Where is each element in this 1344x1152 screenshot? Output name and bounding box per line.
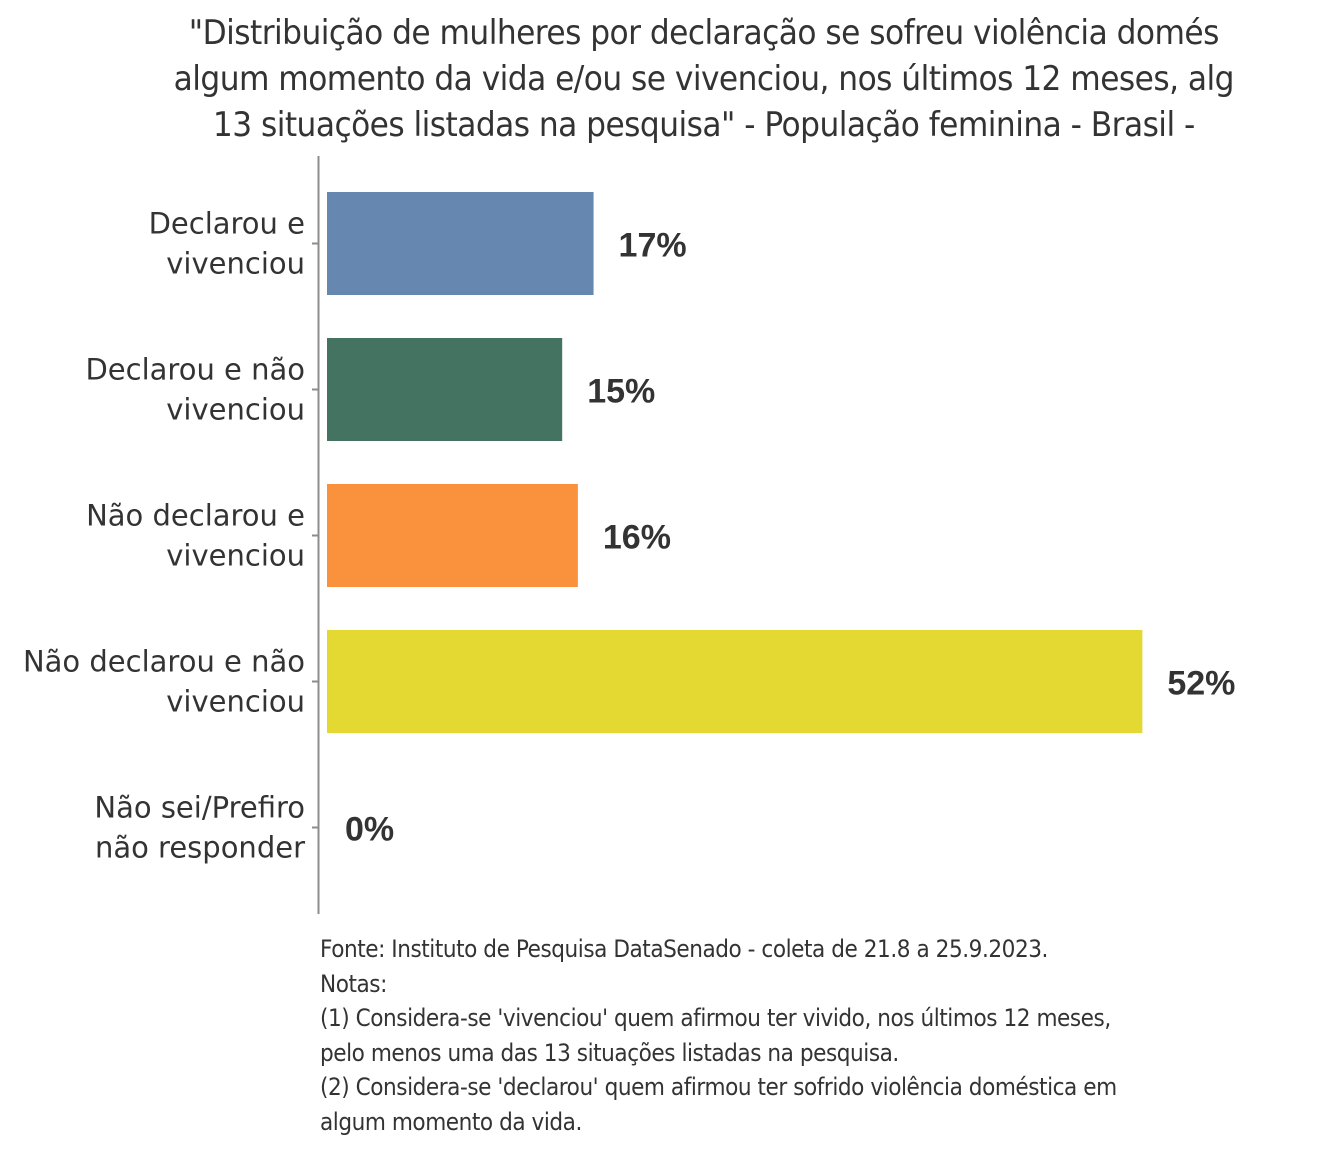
- value-label: 15%: [587, 373, 655, 411]
- chart-footer: Fonte: Instituto de Pesquisa DataSenado …: [320, 932, 1117, 1139]
- bar-0: [327, 192, 594, 295]
- value-label: 16%: [603, 519, 671, 557]
- chart-title-line-3: 13 situações listadas na pesquisa" - Pop…: [212, 105, 1195, 145]
- value-label: 0%: [345, 811, 394, 849]
- category-label: Declarou e vivenciou: [149, 207, 305, 281]
- note-1-line-2: pelo menos uma das 13 situações listadas…: [320, 1038, 899, 1067]
- note-2-line-2: algum momento da vida.: [320, 1107, 582, 1136]
- chart-title-line-1: "Distribuição de mulheres por declaração…: [188, 13, 1220, 53]
- bar-1: [327, 338, 563, 441]
- notes-heading: Notas:: [320, 969, 387, 998]
- bar-chart: Declarou e vivenciou Declarou e não vivenci…: [23, 156, 1235, 914]
- note-1-line-1: (1) Considera-se 'vivenciou' quem afirmo…: [320, 1004, 1111, 1032]
- category-label: Declarou e não vivenciou: [85, 353, 305, 427]
- chart-title-line-2: algum momento da vida e/ou se vivenciou,…: [173, 59, 1235, 99]
- category-label: Não declarou e não vivenciou: [23, 645, 305, 719]
- category-label: Não sei/Prefiro não responder: [94, 791, 305, 865]
- bar-3: [327, 630, 1143, 733]
- value-label: 17%: [619, 227, 687, 265]
- value-label: 52%: [1167, 665, 1235, 703]
- category-label: Não declarou e vivenciou: [86, 499, 305, 573]
- chart-title: "Distribuição de mulheres por declaração…: [0, 10, 1344, 148]
- bar-2: [327, 484, 578, 587]
- note-2-line-1: (2) Considera-se 'declarou' quem afirmou…: [320, 1073, 1117, 1101]
- source-note: Fonte: Instituto de Pesquisa DataSenado …: [320, 935, 1048, 963]
